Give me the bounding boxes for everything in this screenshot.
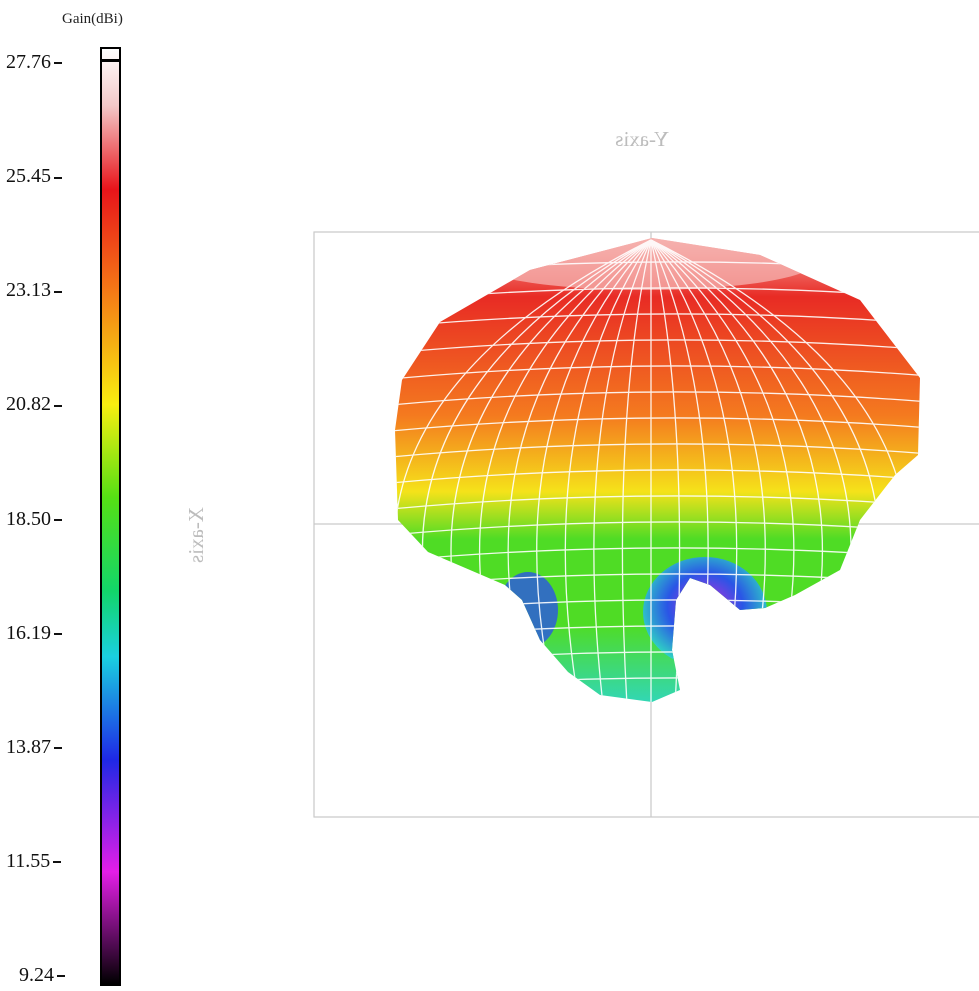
mesh-latitude-line xyxy=(395,495,920,511)
colorbar-tick-label: 11.55 xyxy=(6,851,96,871)
y-axis-label: Y-axis xyxy=(615,127,669,151)
x-axis-label: X-axis xyxy=(184,507,208,563)
pattern-surface xyxy=(380,238,930,718)
gain-colorbar xyxy=(100,47,121,986)
colorbar-tick-label: 13.87 xyxy=(6,737,96,757)
colorbar-tick-label: 16.19 xyxy=(6,623,96,643)
colorbar-title: Gain(dBi) xyxy=(62,11,123,27)
mesh-latitude-line xyxy=(395,443,920,459)
mesh-longitude-line xyxy=(593,239,652,702)
colorbar-tick-label: 27.76 xyxy=(6,52,96,72)
colorbar-tick-label: 9.24 xyxy=(19,965,109,985)
colorbar-tick-label: 18.50 xyxy=(6,509,96,529)
colorbar-tick-label: 23.13 xyxy=(6,280,96,300)
mesh-longitude-line xyxy=(564,239,652,702)
mesh-latitude-line xyxy=(395,365,920,381)
mesh-latitude-line xyxy=(395,391,920,407)
mesh-latitude-line xyxy=(395,469,920,485)
colorbar-max-marker xyxy=(102,59,119,62)
mesh-latitude-line xyxy=(395,417,920,433)
mesh-latitude-line xyxy=(395,521,920,537)
mesh-latitude-line xyxy=(380,704,930,718)
mesh-latitude-line xyxy=(395,339,920,355)
mesh-longitude-line xyxy=(536,239,652,702)
mesh-latitude-line xyxy=(395,313,920,329)
mesh-longitude-line xyxy=(621,239,652,702)
colorbar-tick-label: 25.45 xyxy=(6,166,96,186)
colorbar-tick-label: 20.82 xyxy=(6,394,96,414)
